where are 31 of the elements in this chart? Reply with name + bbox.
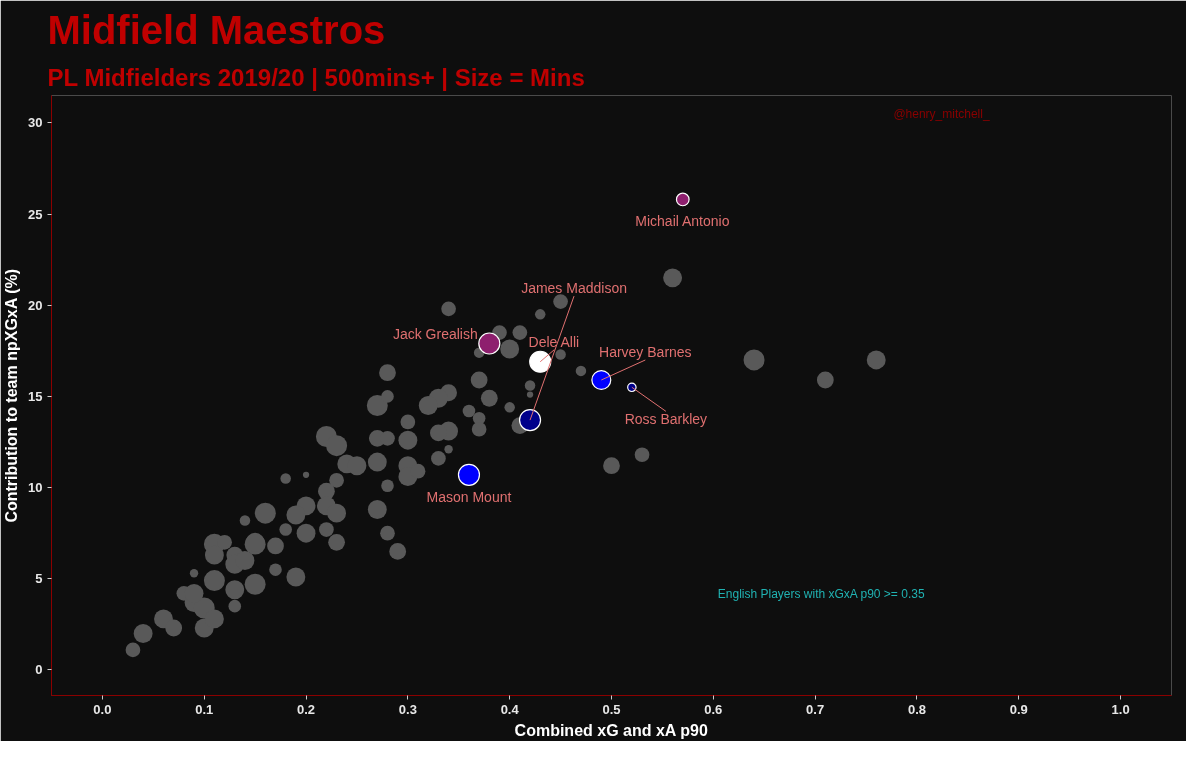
y-tick-label: 15 xyxy=(28,388,43,404)
series-label: Ross Barkley xyxy=(624,411,708,428)
x-tick-label: 0.4 xyxy=(500,701,520,717)
y-tick-label: 5 xyxy=(35,571,43,587)
x-tick-label: 0.8 xyxy=(907,701,926,717)
y-axis-title: Contribution to team npXGxA (%) xyxy=(3,268,21,523)
text: James Maddison xyxy=(521,280,627,297)
annotation: English Players with xGxA p90 >= 0.35 xyxy=(717,586,925,601)
y-tick-label: 20 xyxy=(28,297,43,313)
y-tick-label: 25 xyxy=(28,206,43,222)
series-label: Dele Alli xyxy=(528,333,580,350)
x-tick-label: 0.9 xyxy=(1009,701,1028,717)
x-tick-label: 1.0 xyxy=(1111,701,1130,717)
x-tick-label: 0.5 xyxy=(602,701,621,717)
x-tick-label: 0.7 xyxy=(806,701,825,717)
x-tick-label: 0.6 xyxy=(704,701,723,717)
chart-title: Midfield Maestros xyxy=(47,7,386,52)
y-tick-label: 30 xyxy=(28,115,43,131)
y-tick-label: 10 xyxy=(28,480,43,496)
x-tick-label: 0.3 xyxy=(398,701,417,717)
series-label: Mason Mount xyxy=(426,488,512,505)
series-label: Harvey Barnes xyxy=(599,344,692,360)
series-label: Michail Antonio xyxy=(635,213,730,230)
chart-subtitle: PL Midfielders 2019/20 | 500mins+ | Size = Mins xyxy=(47,63,585,91)
annotation: @henry_mitchell_ xyxy=(893,106,990,121)
y-tick-label: 0 xyxy=(35,662,43,678)
x-tick-label: 0.0 xyxy=(93,701,112,717)
x-axis-title: Combined xG and xA p90 xyxy=(514,721,708,739)
series-label: Jack Grealish xyxy=(392,325,478,342)
x-tick-label: 0.1 xyxy=(195,701,214,717)
x-tick-label: 0.2 xyxy=(297,701,316,717)
